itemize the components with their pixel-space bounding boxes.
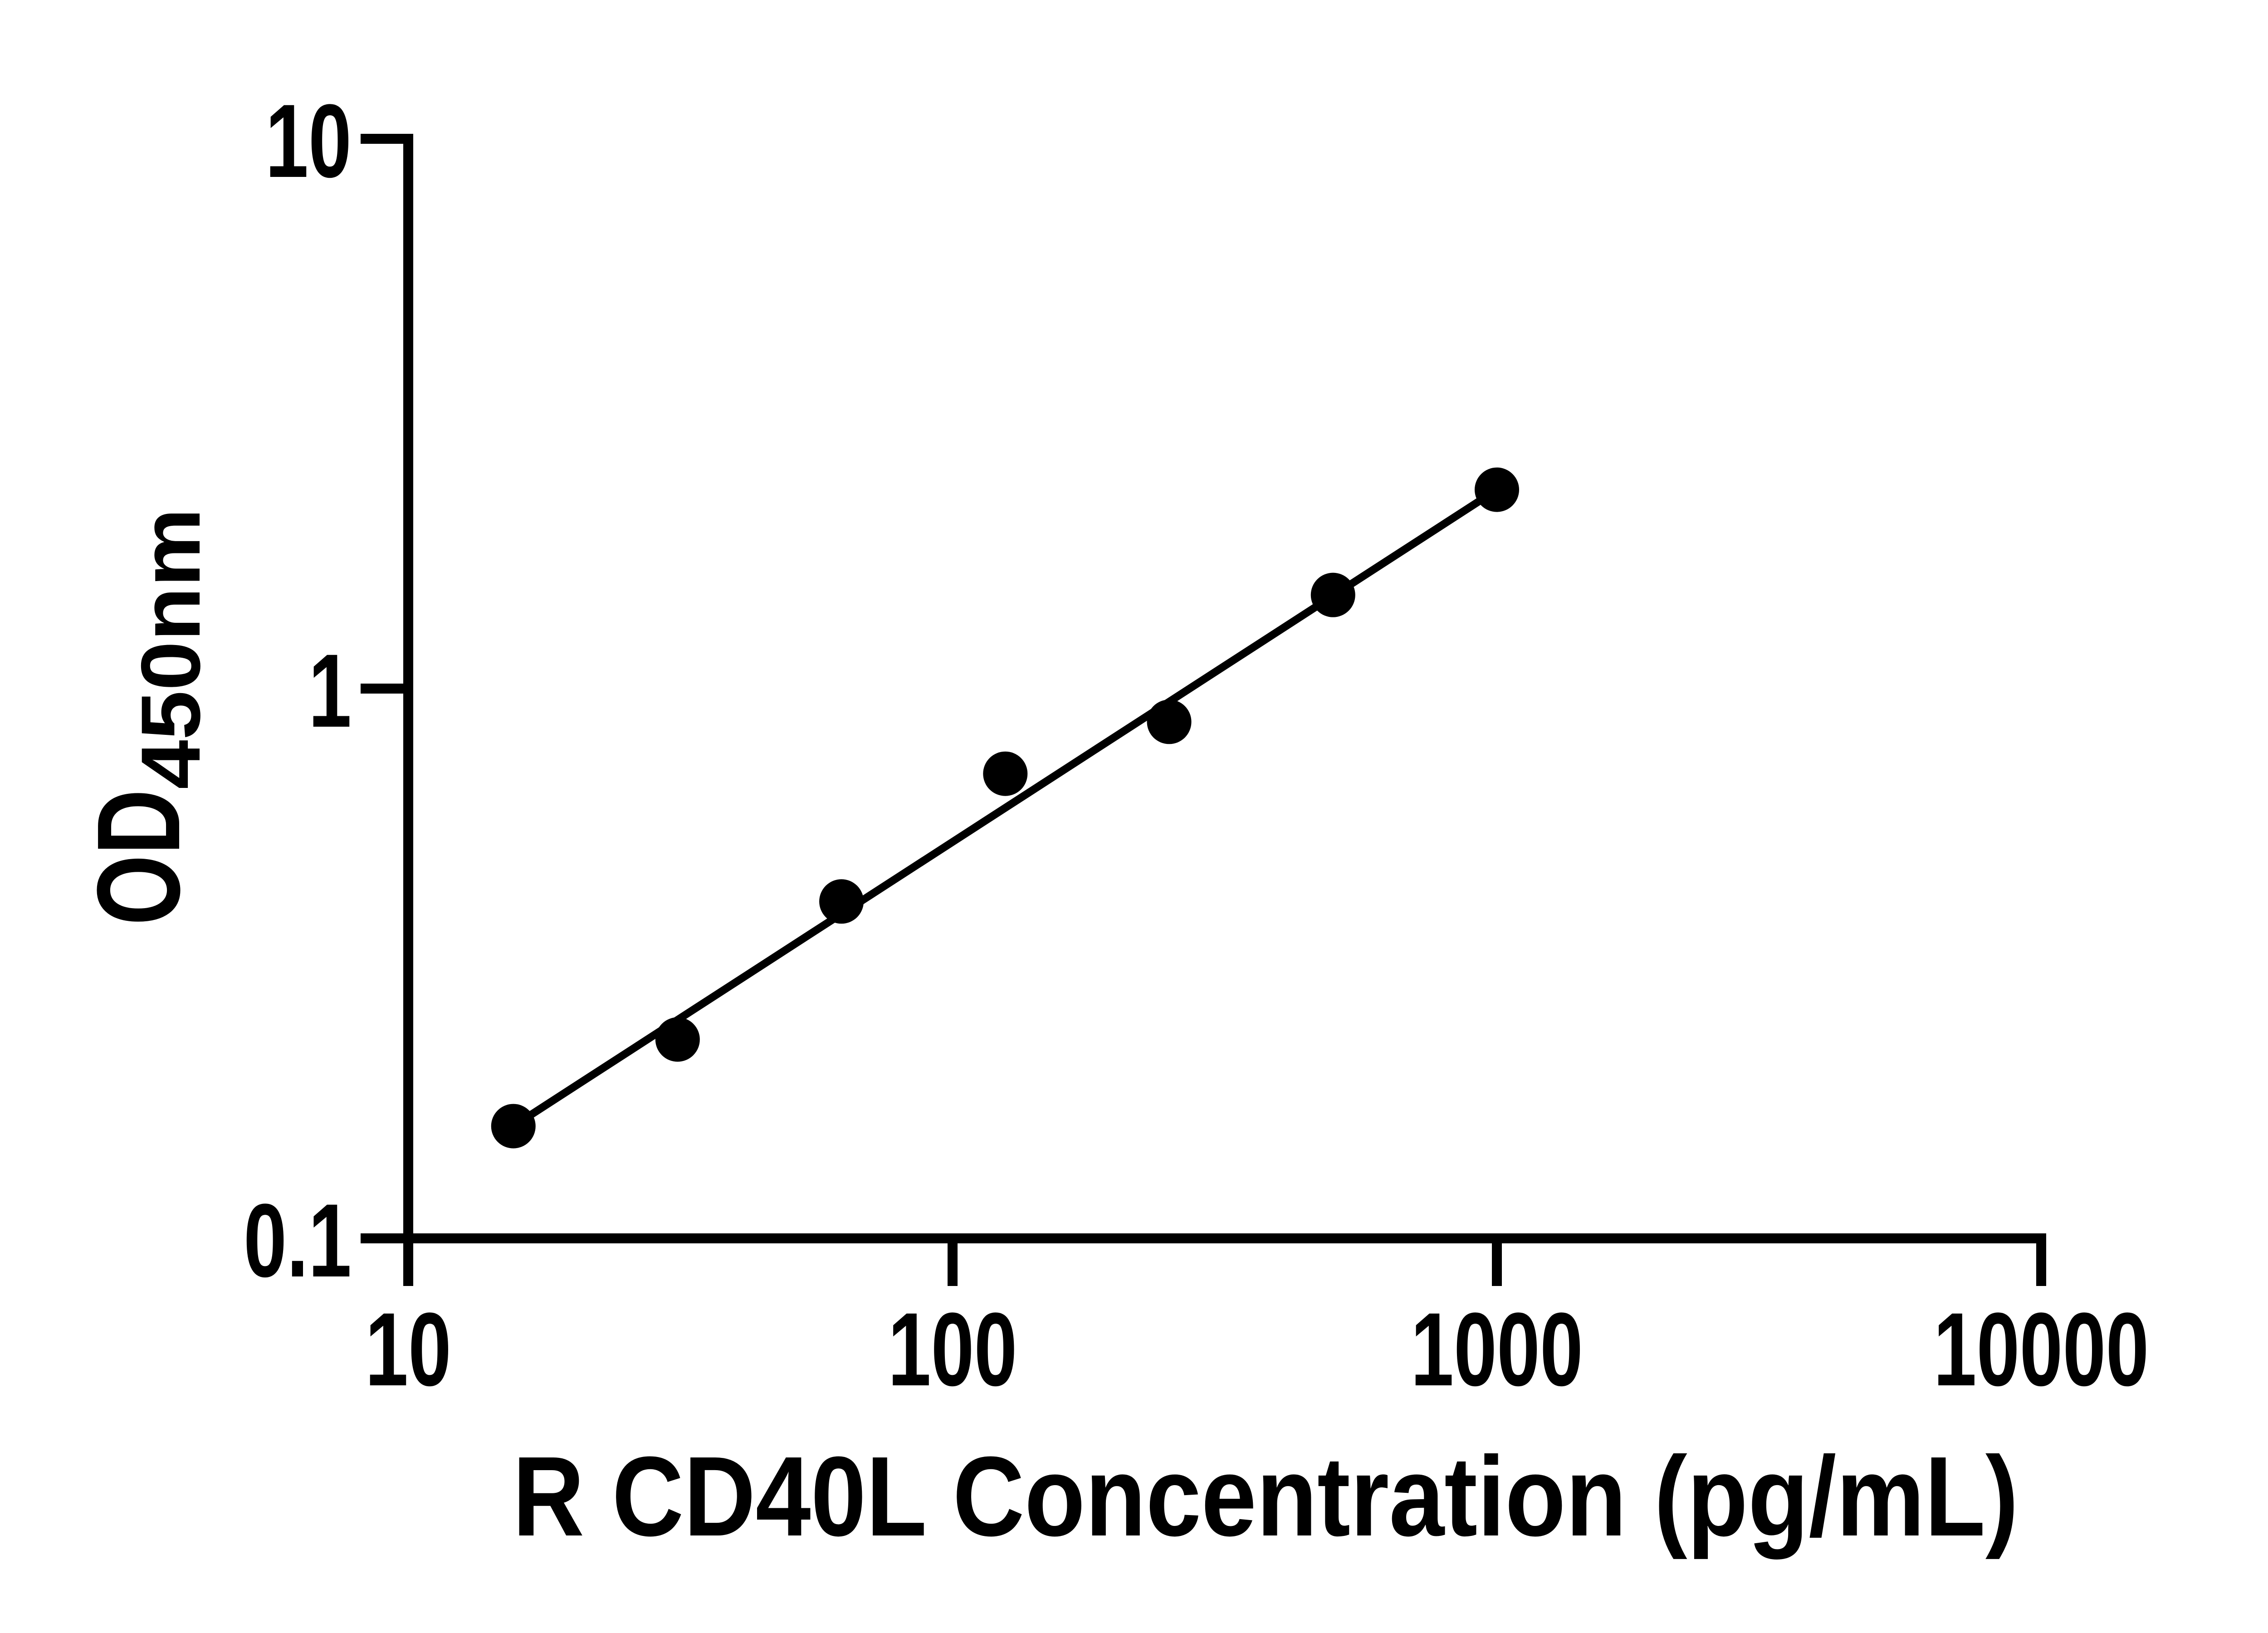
y-tick-label: 1 [308, 632, 352, 749]
x-axis-title: R CD40L Concentration (pg/mL) [513, 1433, 2019, 1560]
y-tick-label: 10 [265, 83, 352, 199]
y-axis-title-main: OD [73, 789, 205, 925]
data-point [983, 751, 1028, 796]
y-tick-label: 0.1 [244, 1182, 352, 1299]
data-point [655, 1017, 700, 1062]
data-point [1310, 572, 1355, 617]
x-tick-label: 10 [365, 1291, 451, 1408]
data-point [1147, 699, 1192, 744]
x-tick-label: 100 [888, 1291, 1017, 1408]
y-axis-title: OD450nm [73, 508, 218, 925]
data-point [819, 879, 864, 924]
y-axis-title-subscript: 450nm [124, 508, 218, 789]
x-tick-label: 1000 [1411, 1291, 1583, 1408]
x-tick-label: 10000 [1934, 1291, 2149, 1408]
data-layer [491, 467, 1519, 1149]
data-point [491, 1104, 536, 1149]
data-point [1475, 467, 1519, 512]
